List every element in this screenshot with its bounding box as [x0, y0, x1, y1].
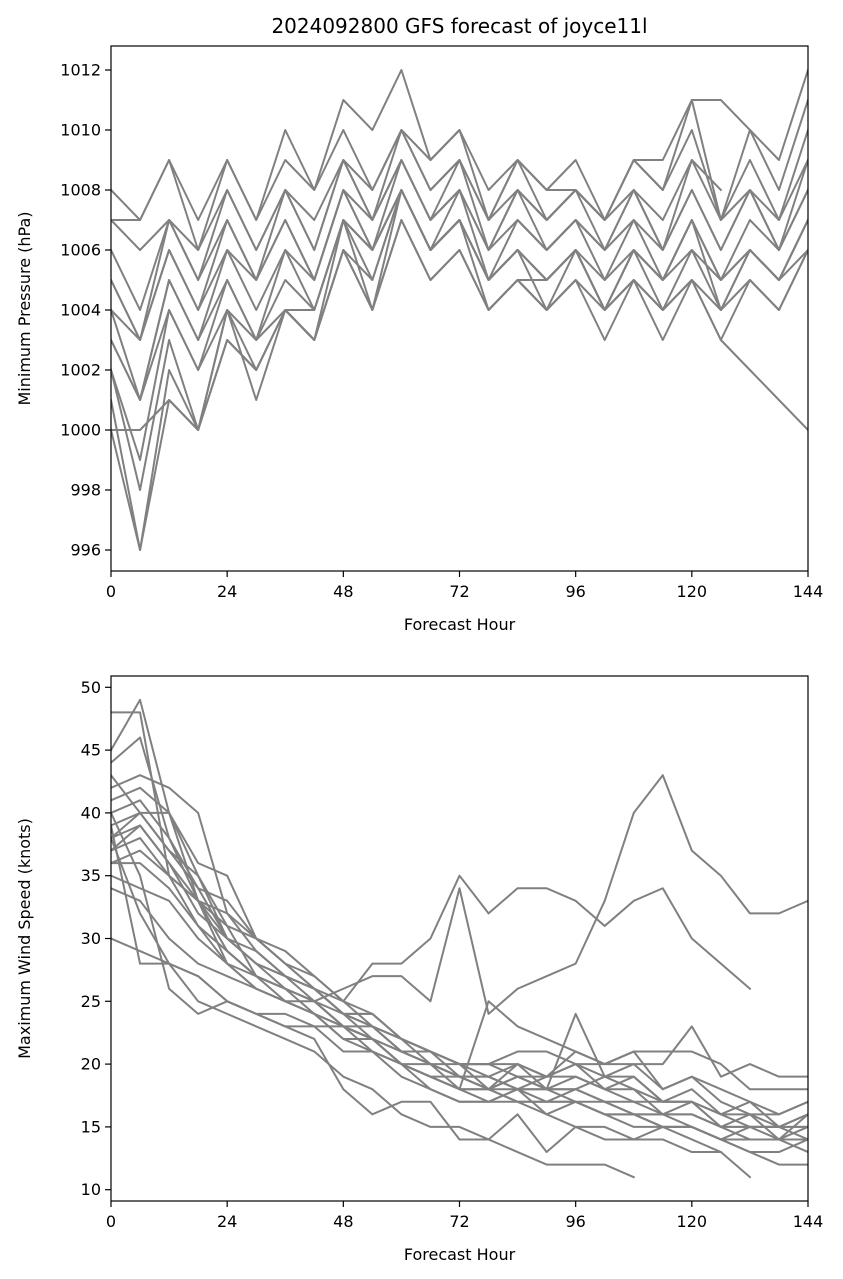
x-tick-label: 48 [333, 582, 353, 601]
y-tick-label: 45 [81, 741, 101, 760]
x-tick-label: 24 [217, 1212, 237, 1231]
y-tick-label: 50 [81, 678, 101, 697]
y-tick-label: 30 [81, 929, 101, 948]
series-line-20 [111, 811, 808, 1091]
y-axis-label: Maximum Wind Speed (knots) [15, 818, 34, 1059]
x-tick-label: 96 [565, 1212, 585, 1231]
y-tick-label: 1008 [60, 181, 101, 200]
x-tick-label: 0 [106, 582, 116, 601]
y-tick-label: 40 [81, 803, 101, 822]
x-tick-label: 0 [106, 1212, 116, 1231]
x-tick-label: 120 [677, 582, 708, 601]
y-tick-label: 1010 [60, 121, 101, 140]
series-line-14 [111, 189, 808, 431]
series-line-16 [111, 887, 808, 1166]
x-tick-label: 96 [565, 582, 585, 601]
x-tick-label: 72 [449, 1212, 469, 1231]
y-tick-label: 996 [70, 541, 101, 560]
x-tick-label: 72 [449, 582, 469, 601]
y-tick-label: 15 [81, 1117, 101, 1136]
x-axis-label: Forecast Hour [404, 615, 516, 634]
y-tick-label: 1004 [60, 301, 101, 320]
y-tick-label: 1006 [60, 241, 101, 260]
y-tick-label: 1012 [60, 61, 101, 80]
x-tick-label: 48 [333, 1212, 353, 1231]
series-line-19 [111, 824, 752, 1179]
y-tick-label: 1000 [60, 421, 101, 440]
series-line-4 [111, 129, 723, 311]
series-line-11 [111, 824, 808, 1141]
x-tick-label: 144 [793, 582, 824, 601]
y-tick-label: 10 [81, 1180, 101, 1199]
figure-title: 2024092800 GFS forecast of joyce11l [271, 14, 647, 38]
series-line-15 [111, 219, 808, 551]
x-tick-label: 24 [217, 582, 237, 601]
series-line-18 [111, 836, 636, 1179]
x-axis-label: Forecast Hour [404, 1245, 516, 1264]
y-tick-label: 25 [81, 992, 101, 1011]
series-line-2 [111, 98, 808, 251]
pressure-subplot: 0 24 48 72 96 120 144 996 998 1000 1002 1004 1006 100… [15, 45, 824, 634]
y-tick-label: 35 [81, 866, 101, 885]
y-axis-label: Minimum Pressure (hPa) [15, 212, 34, 406]
y-tick-label: 998 [70, 481, 101, 500]
y-tick-label: 1002 [60, 361, 101, 380]
series-group [111, 698, 808, 1179]
x-tick-label: 144 [793, 1212, 824, 1231]
x-tick-label: 120 [677, 1212, 708, 1231]
y-tick-label: 20 [81, 1055, 101, 1074]
wind-speed-subplot: 0 24 48 72 96 120 144 10 15 20 25 30 35 40 45 50 Forecas… [15, 675, 824, 1264]
series-group [111, 68, 808, 551]
